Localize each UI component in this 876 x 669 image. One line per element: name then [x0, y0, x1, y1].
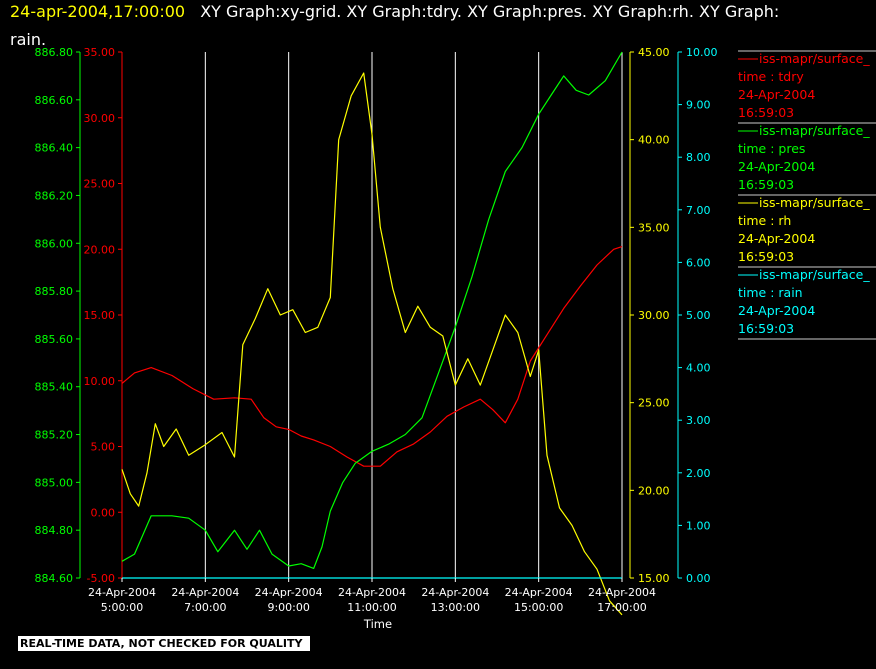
legend-tdry-line-0: iss-mapr/surface_ [759, 51, 870, 66]
tdry-tick-label-2: 5.00 [91, 441, 116, 454]
rain-tick-label-0: 0.00 [686, 572, 711, 585]
rain-tick-label-6: 6.00 [686, 256, 711, 269]
x-tick-time-5: 15:00:00 [514, 601, 563, 614]
x-axis-ticks: 24-Apr-2004 5:00:00 24-Apr-2004 7:00:00 24-A… [88, 578, 656, 614]
pres-tick-label-0: 884.60 [35, 572, 74, 585]
x-tick-time-1: 7:00:00 [184, 601, 226, 614]
tdry-tick-label-6: 25.00 [84, 178, 116, 191]
rh-tick-label-1: 20.00 [638, 484, 670, 497]
x-tick-date-6: 24-Apr-2004 [588, 586, 656, 599]
legend-pres-line-2: 24-Apr-2004 [738, 159, 815, 174]
pres-tick-label-3: 885.20 [35, 429, 74, 442]
legend-rain-line-0: iss-mapr/surface_ [759, 267, 870, 282]
pres-tick-label-5: 885.60 [35, 333, 74, 346]
x-tick-date-1: 24-Apr-2004 [171, 586, 239, 599]
legend-rain-line-3: 16:59:03 [738, 321, 794, 336]
legend-rh-line-1: time : rh [738, 213, 791, 228]
pres-tick-label-1: 884.80 [35, 524, 74, 537]
rh-tick-label-2: 25.00 [638, 397, 670, 410]
chart-axes: -5.00 0.00 5.00 10.00 15.00 20.00 25.00 30.00 35… [35, 46, 718, 585]
header-graph-list: XY Graph:xy-grid. XY Graph:tdry. XY Grap… [200, 2, 779, 21]
legend-rh-line-0: iss-mapr/surface_ [759, 195, 870, 210]
rh-tick-label-6: 45.00 [638, 46, 670, 59]
rain-tick-label-3: 3.00 [686, 414, 711, 427]
header-timestamp: 24-apr-2004,17:00:00 [10, 2, 185, 21]
pres-tick-label-9: 886.40 [35, 142, 74, 155]
x-tick-time-2: 9:00:00 [267, 601, 309, 614]
legend-rh-line-3: 16:59:03 [738, 249, 794, 264]
x-tick-date-4: 24-Apr-2004 [421, 586, 489, 599]
rain-tick-label-2: 2.00 [686, 467, 711, 480]
tdry-tick-label-5: 20.00 [84, 243, 116, 256]
pres-tick-label-6: 885.80 [35, 285, 74, 298]
rh-tick-label-0: 15.00 [638, 572, 670, 585]
rh-tick-label-4: 35.00 [638, 221, 670, 234]
quality-warning-text: REAL-TIME DATA, NOT CHECKED FOR QUALITY [20, 637, 303, 650]
tdry-tick-label-8: 35.00 [84, 46, 116, 59]
rain-tick-label-1: 1.00 [686, 519, 711, 532]
x-tick-time-0: 5:00:00 [101, 601, 143, 614]
rh-tick-label-3: 30.00 [638, 309, 670, 322]
legend-pres-line-0: iss-mapr/surface_ [759, 123, 870, 138]
rain-tick-label-10: 10.00 [686, 46, 718, 59]
rain-tick-label-5: 5.00 [686, 309, 711, 322]
x-tick-time-4: 13:00:00 [431, 601, 480, 614]
pres-tick-label-10: 886.60 [35, 94, 74, 107]
rain-tick-label-9: 9.00 [686, 99, 711, 112]
pres-tick-label-2: 885.00 [35, 476, 74, 489]
tdry-tick-label-0: -5.00 [87, 572, 115, 585]
legend-rh-line-2: 24-Apr-2004 [738, 231, 815, 246]
legend: iss-mapr/surface_time : tdry24-Apr-20041… [738, 50, 876, 340]
header-line1: 24-apr-2004,17:00:00 XY Graph:xy-grid. X… [10, 2, 779, 21]
x-tick-time-6: 17:00:00 [597, 601, 646, 614]
tdry-tick-label-1: 0.00 [91, 506, 116, 519]
series-pres-line [121, 51, 623, 570]
x-tick-date-2: 24-Apr-2004 [255, 586, 323, 599]
legend-tdry-line-2: 24-Apr-2004 [738, 87, 815, 102]
quality-warning: REAL-TIME DATA, NOT CHECKED FOR QUALITY [18, 636, 310, 651]
legend-tdry-line-3: 16:59:03 [738, 105, 794, 120]
x-axis-label: Time [363, 617, 392, 631]
x-tick-date-5: 24-Apr-2004 [505, 586, 573, 599]
rh-tick-label-5: 40.00 [638, 134, 670, 147]
rain-tick-label-7: 7.00 [686, 204, 711, 217]
legend-tdry-line-1: time : tdry [738, 69, 804, 84]
legend-rain-line-1: time : rain [738, 285, 803, 300]
tdry-tick-label-3: 10.00 [84, 375, 116, 388]
x-tick-date-3: 24-Apr-2004 [338, 586, 406, 599]
x-tick-time-3: 11:00:00 [347, 601, 396, 614]
legend-pres-line-1: time : pres [738, 141, 805, 156]
legend-pres-line-3: 16:59:03 [738, 177, 794, 192]
series-tdry-line [121, 246, 623, 467]
tdry-tick-label-4: 15.00 [84, 309, 116, 322]
tdry-tick-label-7: 30.00 [84, 112, 116, 125]
pres-tick-label-8: 886.20 [35, 189, 74, 202]
pres-tick-label-7: 886.00 [35, 237, 74, 250]
x-tick-date-0: 24-Apr-2004 [88, 586, 156, 599]
header-line2: rain. [10, 30, 46, 49]
series-rh-line [121, 72, 623, 616]
pres-tick-label-4: 885.40 [35, 381, 74, 394]
legend-rain-line-2: 24-Apr-2004 [738, 303, 815, 318]
rain-tick-label-8: 8.00 [686, 151, 711, 164]
pres-tick-label-11: 886.80 [35, 46, 74, 59]
rain-tick-label-4: 4.00 [686, 362, 711, 375]
